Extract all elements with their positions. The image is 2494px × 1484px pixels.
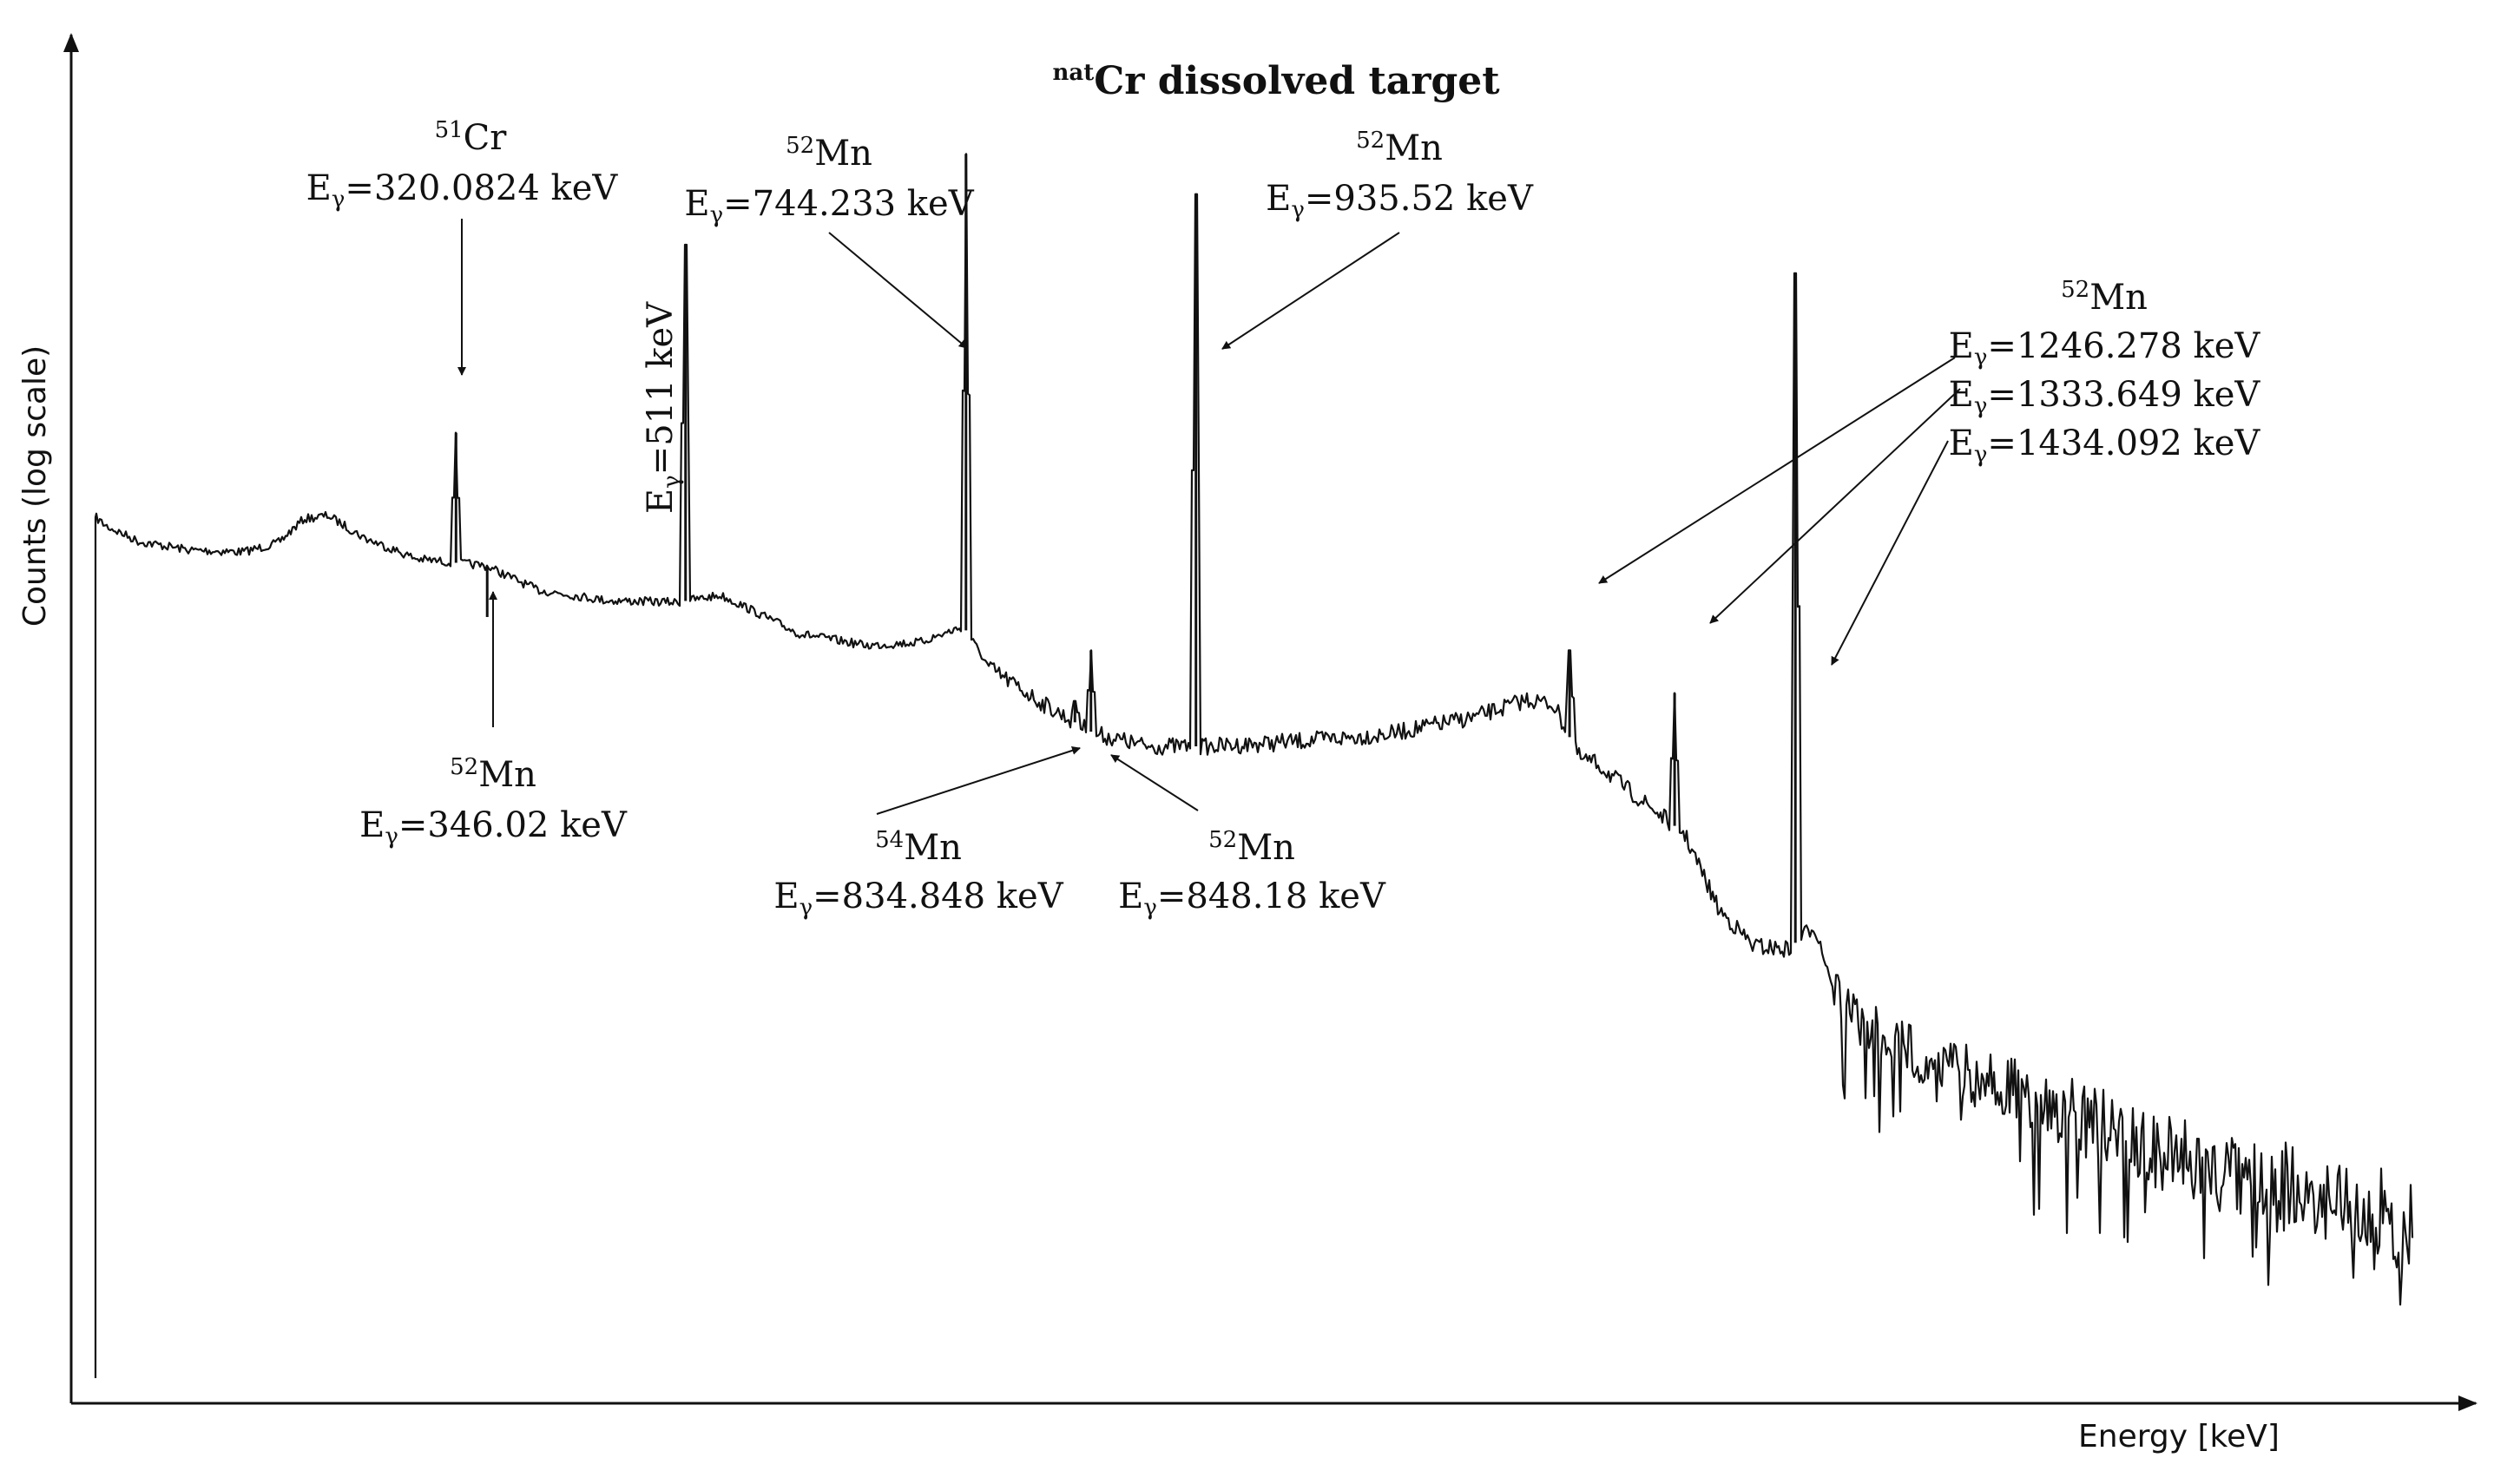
isotope-mass-number: 52 <box>450 754 478 780</box>
annotation-energy: Eγ=848.18 keV <box>1118 877 1386 921</box>
isotope-symbol: Mn <box>814 134 872 174</box>
annotation-e511: Eγ=511 keV <box>641 301 685 514</box>
annotation-energy: Eγ=935.52 keV <box>1266 179 1534 223</box>
isotope-mass-number: 52 <box>1356 128 1385 154</box>
isotope-mass-number: 52 <box>786 133 814 159</box>
annotation-energy: Eγ=320.0824 keV <box>306 168 619 213</box>
energy-value: =1434.092 keV <box>1987 424 2260 463</box>
x-axis-label: Energy [keV] <box>2078 1419 2280 1454</box>
energy-value: =1246.278 keV <box>1987 326 2260 366</box>
annotation-mn52-935: 52Mn Eγ=935.52 keV <box>1221 128 1534 350</box>
y-axis-label: Counts (log scale) <box>17 345 53 627</box>
isotope-symbol: Mn <box>904 828 962 868</box>
isotope-symbol: Mn <box>1385 128 1443 168</box>
annotation-energy-1333: Eγ=1333.649 keV <box>1949 375 2261 419</box>
energy-value: =744.233 keV <box>723 184 975 224</box>
isotope-mass-number: 51 <box>435 117 464 143</box>
annotation-arrow-1434 <box>1831 440 1949 666</box>
chart-title-main: Cr dissolved target <box>1094 59 1500 103</box>
energy-value: =834.848 keV <box>813 877 1064 916</box>
isotope-mass-number: 52 <box>2061 277 2089 303</box>
annotation-energy: Eγ=511 keV <box>641 301 685 514</box>
annotation-arrow-1246 <box>1598 357 1956 584</box>
annotation-energy: Eγ=834.848 keV <box>773 877 1063 921</box>
annotation-mn52-group: 52Mn Eγ=1246.278 keV Eγ=1333.649 keV Eγ=… <box>1598 277 2261 666</box>
annotation-energy-1434: Eγ=1434.092 keV <box>1949 424 2261 468</box>
annotation-mn52-848: 52Mn Eγ=848.18 keV <box>1110 754 1386 921</box>
spectrum-line <box>94 153 2414 1378</box>
annotation-isotope: 52Mn <box>2061 277 2148 318</box>
annotation-mn54-834: 54Mn Eγ=834.848 keV <box>773 746 1081 921</box>
annotation-arrow-1333 <box>1709 388 1961 624</box>
energy-value: =511 keV <box>641 301 681 475</box>
energy-value: =346.02 keV <box>398 805 628 845</box>
annotation-isotope: 52Mn <box>786 133 872 174</box>
annotation-energy: Eγ=744.233 keV <box>684 184 974 228</box>
annotation-isotope: 52Mn <box>450 754 536 795</box>
annotation-isotope: 51Cr <box>435 117 508 158</box>
isotope-mass-number: 54 <box>875 827 904 853</box>
isotope-symbol: Cr <box>464 118 508 158</box>
annotation-mn52-744: 52Mn Eγ=744.233 keV <box>684 133 975 349</box>
annotation-energy: Eγ=346.02 keV <box>359 805 628 850</box>
energy-value: =848.18 keV <box>1157 877 1386 916</box>
annotation-mn52-346: 52Mn Eγ=346.02 keV <box>359 591 628 850</box>
isotope-symbol: Mn <box>2089 278 2148 318</box>
energy-value: =320.0824 keV <box>345 168 618 208</box>
isotope-symbol: Mn <box>478 755 536 795</box>
energy-value: =1333.649 keV <box>1987 375 2260 415</box>
annotation-isotope: 54Mn <box>875 827 962 868</box>
annotation-arrow <box>1221 232 1400 350</box>
annotation-isotope: 52Mn <box>1356 128 1443 168</box>
chart-title: natCr dissolved target <box>1052 59 1500 103</box>
annotation-isotope: 52Mn <box>1208 827 1295 868</box>
annotation-arrow <box>876 746 1081 815</box>
isotope-mass-number: 52 <box>1208 827 1237 853</box>
annotation-energy-1246: Eγ=1246.278 keV <box>1949 326 2261 371</box>
chart-title-superscript: nat <box>1052 60 1094 86</box>
energy-value: =935.52 keV <box>1305 179 1534 219</box>
annotation-arrow <box>1110 754 1199 811</box>
isotope-symbol: Mn <box>1237 828 1295 868</box>
annotation-cr51-320: 51Cr Eγ=320.0824 keV <box>306 117 619 376</box>
annotation-arrow <box>828 232 968 349</box>
